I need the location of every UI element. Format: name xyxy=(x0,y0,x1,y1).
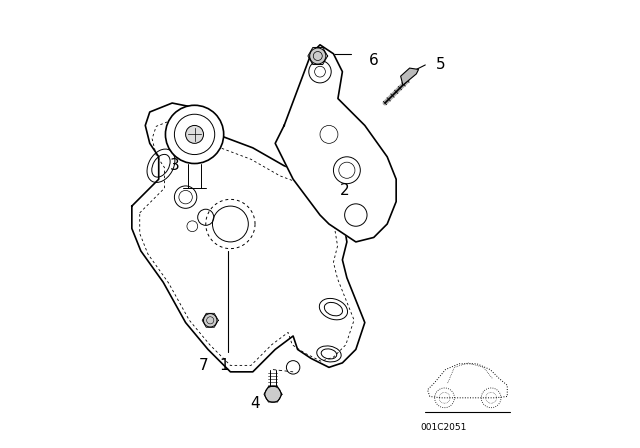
Polygon shape xyxy=(132,103,365,372)
Circle shape xyxy=(265,386,281,402)
Text: 7: 7 xyxy=(198,358,209,373)
Text: 5: 5 xyxy=(436,57,446,73)
Circle shape xyxy=(310,48,326,64)
Text: 1: 1 xyxy=(219,358,228,373)
Text: 2: 2 xyxy=(340,183,349,198)
Text: 3: 3 xyxy=(170,158,179,173)
Polygon shape xyxy=(401,68,419,85)
Circle shape xyxy=(165,105,224,164)
Circle shape xyxy=(186,125,204,143)
Polygon shape xyxy=(275,45,396,242)
Text: 4: 4 xyxy=(250,396,260,411)
Circle shape xyxy=(204,314,217,327)
Text: 6: 6 xyxy=(369,53,379,68)
Text: 001C2051: 001C2051 xyxy=(420,423,467,432)
